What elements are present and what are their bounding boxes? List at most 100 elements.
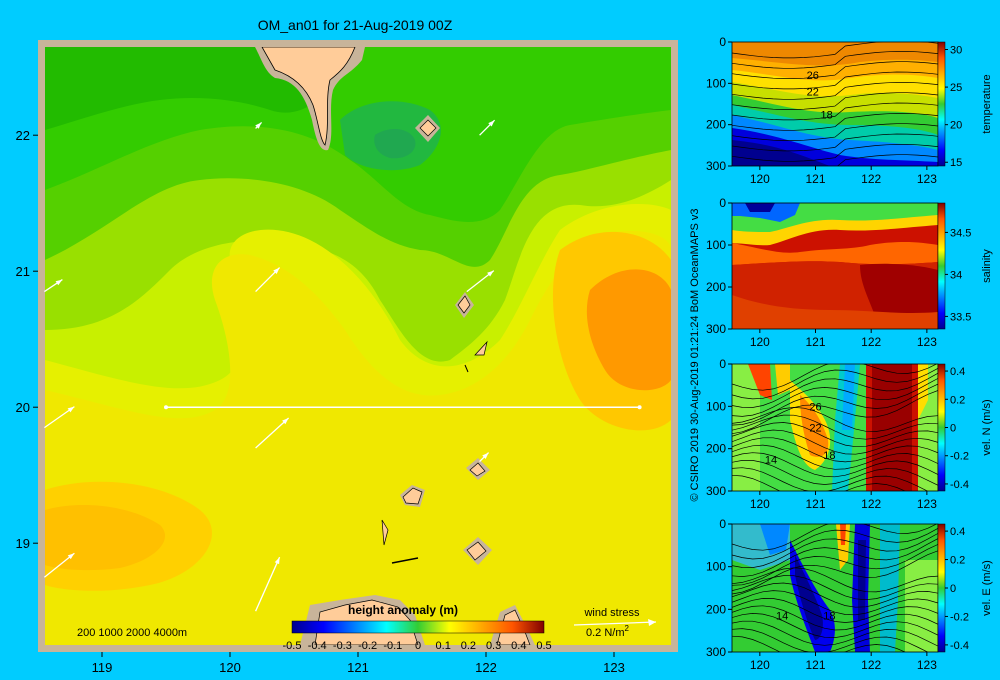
cbar-tick-label: 0.2 — [950, 555, 965, 567]
cbar-tick-label: 34.5 — [950, 227, 971, 239]
section-y-tick-label: 100 — [706, 560, 726, 574]
contour-line — [732, 383, 938, 426]
section-y-tick-label: 300 — [706, 645, 726, 659]
contour-label: 18 — [823, 611, 835, 623]
colorbar-tick-label: 0.5 — [536, 640, 551, 652]
section-y-tick-label: 0 — [719, 357, 726, 371]
wind-legend-arrow — [573, 621, 657, 626]
map-y-tick-label: 21 — [16, 264, 30, 279]
temperature-axes: 120 121 122 123 0 100 200 300 30 25 20 15 temperatur… — [706, 35, 993, 186]
colorbar-tick-labels: -0.5 -0.4 -0.3 -0.2 -0.1 0 0.1 0.2 0.3 0.4 0.5 — [283, 640, 552, 652]
section-x-tick-label: 120 — [750, 658, 770, 672]
cbar-tick-label: -0.4 — [950, 640, 969, 652]
section-y-tick-label: 200 — [706, 118, 726, 132]
section-y-tick-label: 100 — [706, 399, 726, 413]
cbar-tick-label: 33.5 — [950, 311, 971, 323]
wind-legend-value: 0.2 N/m2 — [586, 624, 630, 639]
contour-line — [732, 582, 938, 608]
cbar-tick-label: 20 — [950, 120, 962, 132]
contour-line — [732, 605, 938, 631]
section-y-tick-label: 300 — [706, 159, 726, 173]
contour-line — [732, 533, 938, 568]
wind-arrowhead — [67, 406, 75, 413]
section-x-tick-label: 121 — [805, 172, 825, 186]
map-y-tick-label: 20 — [16, 400, 30, 415]
contour-line — [732, 613, 938, 638]
section-x-tick-label: 122 — [861, 658, 881, 672]
cbar-tick-label: 30 — [950, 45, 962, 57]
wind-legend-arrowhead — [648, 619, 656, 626]
contour-line — [732, 474, 906, 491]
section-y-tick-label: 100 — [706, 238, 726, 252]
vel-e-section-panel: 14 18 120 121 122 123 0 100 200 300 0.4 0.2 0 -0.2 -0… — [706, 517, 993, 672]
section-x-tick-label: 120 — [750, 497, 770, 511]
map-y-tick-label: 19 — [16, 536, 30, 551]
colorbar-tick-label: -0.5 — [283, 640, 302, 652]
section-x-tick-label: 123 — [917, 497, 937, 511]
contour-label: 26 — [807, 70, 819, 82]
cbar-tick-label: 0.4 — [950, 526, 965, 538]
contour-label: 18 — [821, 109, 833, 121]
contour-line — [732, 544, 938, 586]
colorbar-tick-label: 0.2 — [461, 640, 476, 652]
map-x-tick-label: 123 — [603, 660, 625, 675]
cbar-tick-label: 0 — [950, 423, 956, 435]
contour-line — [732, 635, 906, 652]
colorbar-ramp — [291, 620, 545, 634]
map-x-tick-label: 122 — [475, 660, 497, 675]
map-x-tick-label: 119 — [92, 660, 113, 675]
contour-line — [732, 367, 938, 400]
wind-arrowhead — [282, 418, 289, 425]
wind-arrowhead — [488, 120, 495, 127]
colorbar-tick-label: 0.4 — [511, 640, 526, 652]
section-x-tick-label: 121 — [805, 335, 825, 349]
colorbar-tick-label: -0.1 — [383, 640, 402, 652]
contour-line — [732, 82, 938, 100]
section-y-tick-label: 100 — [706, 76, 726, 90]
contour-line — [732, 42, 938, 59]
contour-label: 14 — [776, 611, 788, 623]
figure-title: OM_an01 for 21-Aug-2019 00Z — [258, 17, 453, 33]
section-y-tick-label: 300 — [706, 322, 726, 336]
contour-line — [837, 154, 938, 166]
wind-legend-label: wind stress — [583, 607, 640, 619]
vel-e-axes: 120 121 122 123 0 100 200 300 0.4 0.2 0 -0.2 -0.4 vel… — [706, 517, 993, 672]
section-x-tick-label: 121 — [805, 658, 825, 672]
salinity-axes: 120 121 122 123 0 100 200 300 34.5 34 33.5 salinity — [706, 196, 993, 349]
map-x-tick-label: 121 — [347, 660, 369, 675]
contour-line — [732, 92, 938, 110]
cbar-tick-label: -0.2 — [950, 451, 969, 463]
contour-line — [732, 364, 938, 391]
colorbar-tick-label: -0.4 — [308, 640, 327, 652]
vel-e-colorbar — [937, 523, 946, 653]
salinity-colorbar — [937, 202, 946, 330]
contour-line — [732, 590, 938, 616]
contour-line — [732, 61, 938, 79]
section-start-point — [164, 405, 168, 410]
colorbar-tick-label: 0.3 — [486, 640, 501, 652]
wind-arrow — [255, 556, 281, 612]
contour-line — [732, 538, 938, 577]
contour-line — [732, 102, 938, 121]
map-overlay — [43, 119, 642, 612]
section-y-tick-label: 200 — [706, 602, 726, 616]
vel-n-colorbar — [937, 363, 946, 492]
contour-line — [732, 71, 938, 90]
section-x-tick-label: 120 — [750, 335, 770, 349]
cbar-tick-label: -0.4 — [950, 479, 969, 491]
wind-arrowhead — [255, 122, 262, 129]
contour-line — [732, 460, 938, 486]
cbar-tick-label: 34 — [950, 269, 962, 281]
map-field — [45, 47, 671, 645]
contour-line — [732, 390, 938, 435]
cbar-tick-label: 15 — [950, 157, 962, 169]
contour-line — [732, 527, 938, 560]
vel-n-section-panel: 26 22 14 18 120 121 122 123 0 100 200 300 0.4 0.2 0 -0… — [706, 357, 993, 511]
contour-line — [732, 144, 938, 162]
section-y-tick-label: 0 — [719, 35, 726, 49]
section-y-tick-label: 200 — [706, 280, 726, 294]
cbar-label: vel. E (m/s) — [981, 560, 993, 616]
